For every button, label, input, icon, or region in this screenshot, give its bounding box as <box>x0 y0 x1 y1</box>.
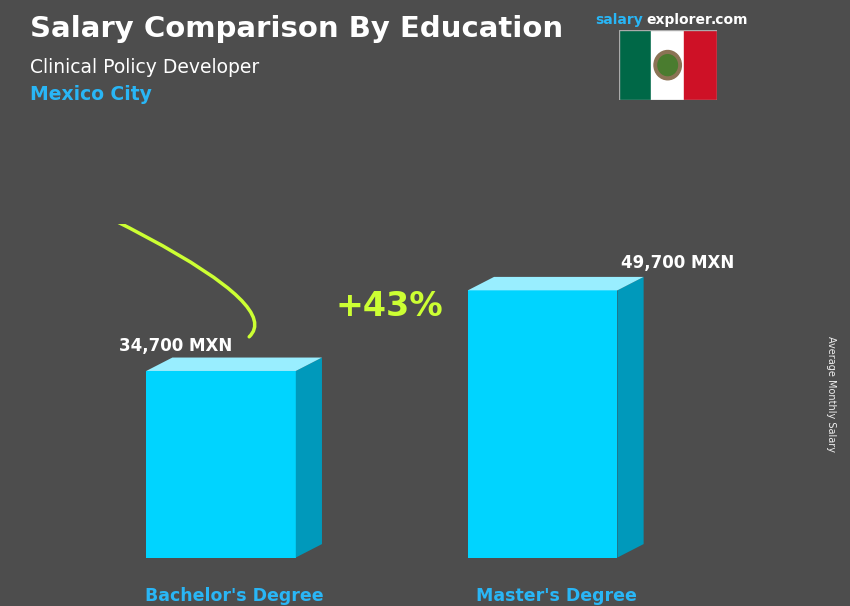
Text: Bachelor's Degree: Bachelor's Degree <box>145 587 324 605</box>
Text: +43%: +43% <box>336 290 443 323</box>
FancyArrowPatch shape <box>0 0 255 337</box>
Polygon shape <box>617 277 643 558</box>
Circle shape <box>658 55 677 76</box>
Polygon shape <box>296 358 322 558</box>
Polygon shape <box>146 371 296 558</box>
Bar <box>684 30 717 100</box>
Bar <box>651 30 684 100</box>
Polygon shape <box>468 290 617 558</box>
Text: Master's Degree: Master's Degree <box>476 587 637 605</box>
Polygon shape <box>468 277 643 290</box>
Circle shape <box>654 50 682 80</box>
Text: Mexico City: Mexico City <box>30 85 151 104</box>
Text: 34,700 MXN: 34,700 MXN <box>120 337 233 355</box>
Text: 49,700 MXN: 49,700 MXN <box>620 253 734 271</box>
Text: .com: .com <box>711 13 748 27</box>
Text: Clinical Policy Developer: Clinical Policy Developer <box>30 58 259 76</box>
Polygon shape <box>146 358 322 371</box>
Text: Average Monthly Salary: Average Monthly Salary <box>826 336 836 452</box>
Text: Salary Comparison By Education: Salary Comparison By Education <box>30 15 563 43</box>
Bar <box>619 30 651 100</box>
Text: explorer: explorer <box>646 13 711 27</box>
Text: salary: salary <box>595 13 643 27</box>
